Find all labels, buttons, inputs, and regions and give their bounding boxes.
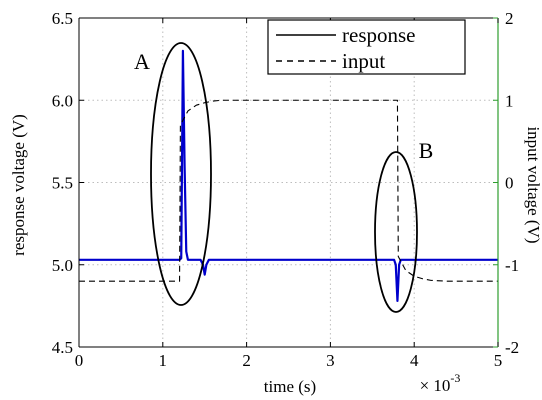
y-left-tick-label: 5.0 [52, 256, 73, 275]
x-axis-multiplier-base: × 10 [420, 376, 451, 395]
y-right-tick-label: 2 [505, 9, 514, 28]
x-tick-label: 2 [242, 351, 251, 370]
x-axis-label: time (s) [264, 377, 316, 396]
series-line-input [79, 99, 498, 282]
y-left-tick-label: 6.5 [52, 9, 73, 28]
x-tick-label: 1 [159, 351, 168, 370]
y-axis-right-label: input voltage (V) [524, 126, 542, 243]
x-axis-multiplier-exponent: -3 [450, 371, 460, 385]
annotation-label-A: A [134, 49, 150, 74]
legend-label-input: input [342, 49, 385, 73]
y-left-tick-label: 5.5 [52, 174, 73, 193]
y-right-tick-label: 1 [505, 91, 514, 110]
series-layer [79, 49, 498, 303]
x-axis-multiplier: × 10-3 [420, 371, 461, 395]
annotation-ellipse-A [150, 42, 212, 306]
y-right-tick-label: 0 [505, 174, 514, 193]
y-right-tick-label: -2 [505, 338, 519, 357]
y-axis-left-label: response voltage (V) [9, 114, 28, 256]
annotation-ellipse-B [374, 151, 418, 313]
x-tick-label: 4 [410, 351, 419, 370]
y-right-tick-label: -1 [505, 256, 519, 275]
axes-layer: 0 1 2 3 4 5 4.5 5.0 5.5 6.0 6.5 -2 -1 0 1 2 [52, 9, 519, 370]
legend-label-response: response [342, 23, 415, 47]
legend-box [267, 19, 466, 75]
x-tick-label: 0 [75, 351, 84, 370]
series-line-response [79, 49, 498, 303]
annotation-label-B: B [419, 138, 434, 163]
y-left-tick-label: 4.5 [52, 338, 73, 357]
y-left-tick-label: 6.0 [52, 91, 73, 110]
annotation-layer: AB [134, 42, 434, 313]
legend: response input [267, 19, 466, 75]
x-tick-label: 3 [326, 351, 335, 370]
x-tick-label: 5 [494, 351, 503, 370]
